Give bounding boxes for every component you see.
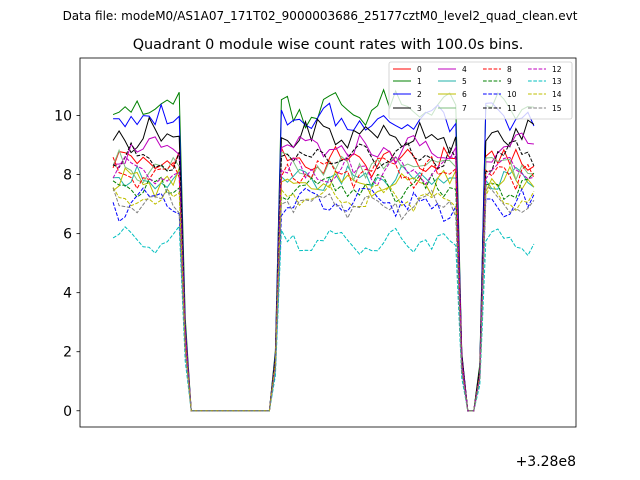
legend-label-3: 3 xyxy=(417,104,422,113)
legend-label-12: 12 xyxy=(552,65,562,74)
figure-suptitle: Data file: modeM0/AS1A07_171T02_90000036… xyxy=(63,9,578,23)
legend-label-1: 1 xyxy=(417,77,422,86)
legend-label-5: 5 xyxy=(462,77,467,86)
legend-label-4: 4 xyxy=(462,65,467,74)
legend-label-13: 13 xyxy=(552,77,562,86)
legend-label-7: 7 xyxy=(462,104,467,113)
series-line-13 xyxy=(112,224,535,412)
legend-label-6: 6 xyxy=(462,90,467,99)
legend-label-10: 10 xyxy=(507,90,517,99)
y-tick-label: 10 xyxy=(54,109,72,125)
legend-label-8: 8 xyxy=(507,65,512,74)
legend-label-2: 2 xyxy=(417,90,422,99)
legend-label-9: 9 xyxy=(507,77,512,86)
y-axis: 0 2 4 6 8 10 xyxy=(54,109,80,420)
series-line-12 xyxy=(112,153,535,412)
y-tick-label: 0 xyxy=(63,404,72,420)
plot-lines xyxy=(112,88,535,412)
legend-label-15: 15 xyxy=(552,104,562,113)
legend-label-14: 14 xyxy=(552,90,562,99)
x-offset-label: +3.28e8 xyxy=(516,454,576,470)
legend-label-0: 0 xyxy=(417,65,422,74)
y-tick-label: 6 xyxy=(63,227,72,243)
y-tick-label: 2 xyxy=(63,345,72,361)
y-tick-label: 8 xyxy=(63,168,72,184)
chart-title: Quadrant 0 module wise count rates with … xyxy=(133,37,524,53)
legend-frame xyxy=(388,61,573,120)
legend-label-11: 11 xyxy=(507,104,517,113)
y-tick-label: 4 xyxy=(63,286,72,302)
plot-area-frame xyxy=(79,57,577,428)
